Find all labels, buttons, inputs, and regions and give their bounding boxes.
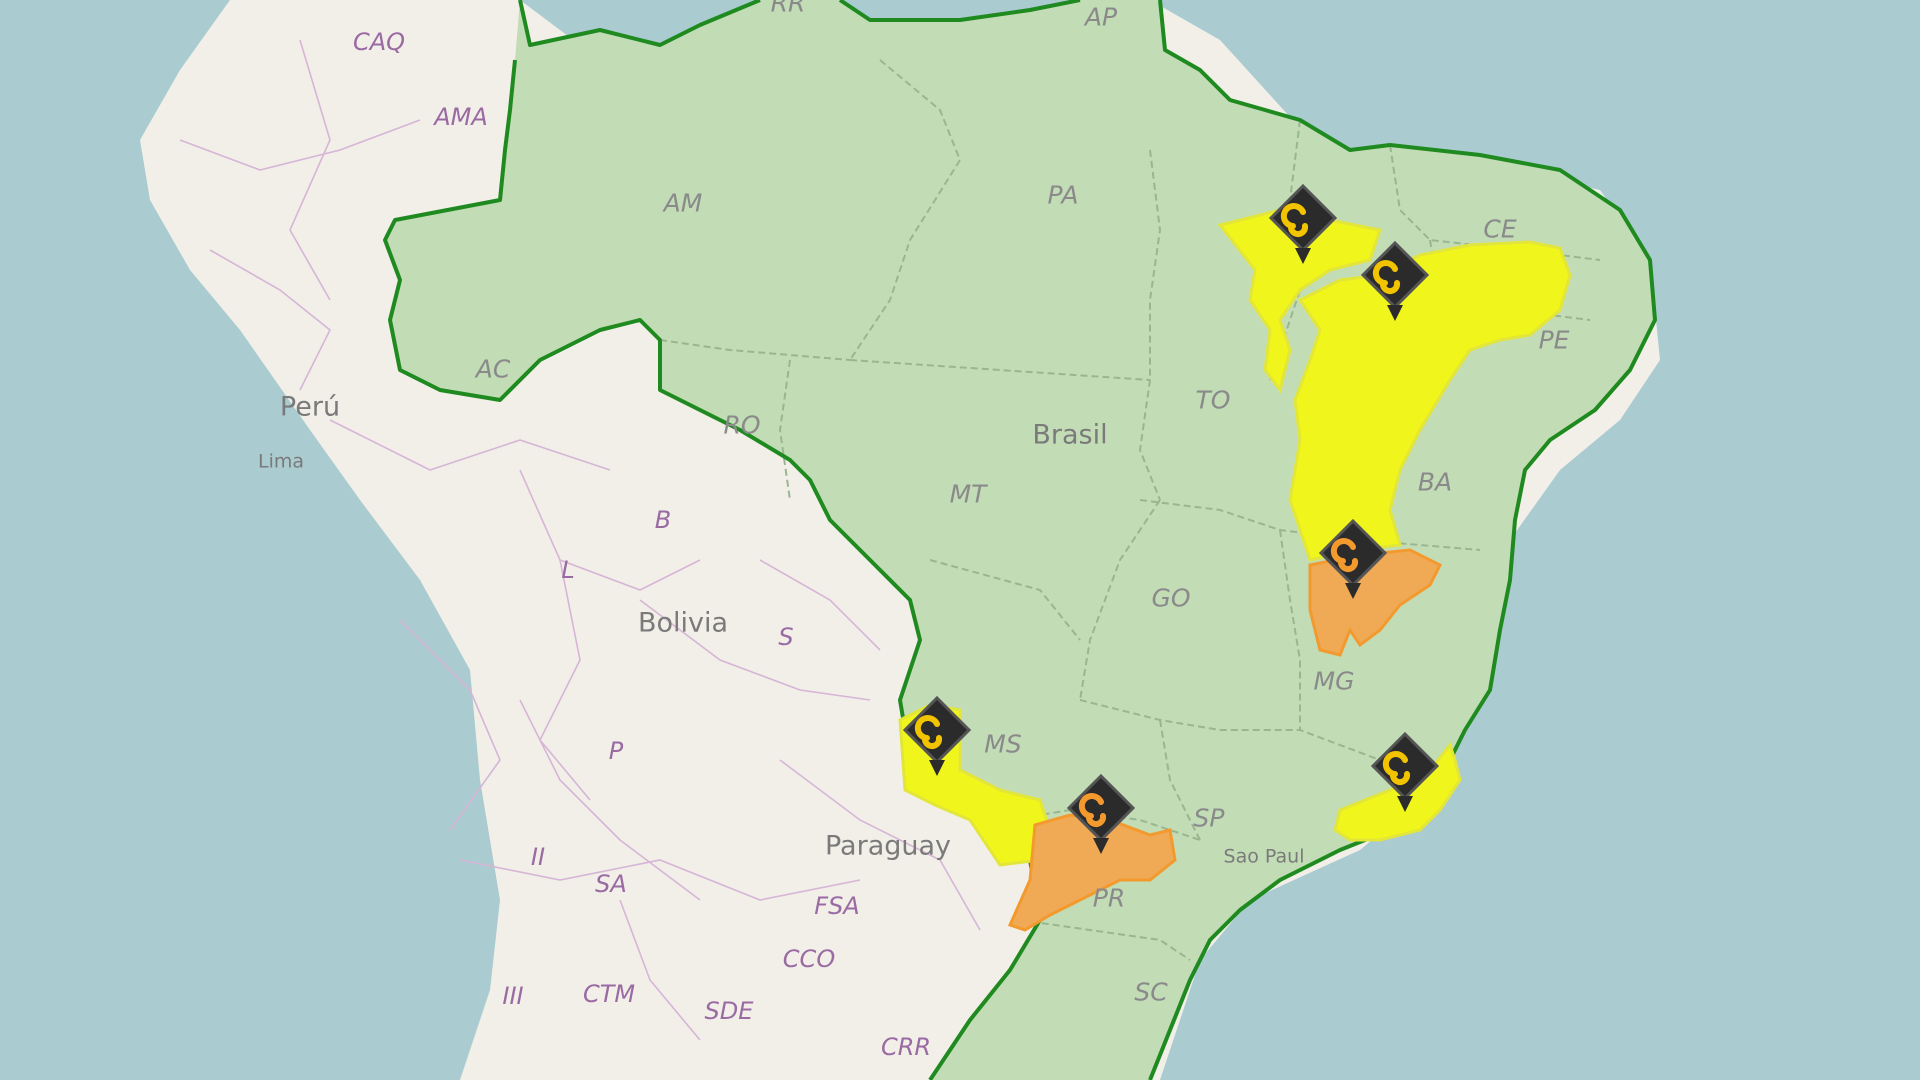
label-state-pr: PR xyxy=(1092,883,1126,913)
alert-marker-2[interactable] xyxy=(1360,240,1430,321)
alert-marker-1[interactable] xyxy=(1268,183,1338,264)
storm-icon xyxy=(1372,260,1401,295)
label-region-ii: II xyxy=(530,843,546,871)
label-region-cco: CCO xyxy=(782,945,836,973)
label-region-s: S xyxy=(778,623,794,651)
label-region-l: L xyxy=(561,556,575,584)
storm-icon xyxy=(1382,751,1411,786)
label-region-caq: CAQ xyxy=(352,28,406,56)
label-bolivia: Bolivia xyxy=(637,607,729,639)
storm-icon xyxy=(1078,793,1107,828)
alert-marker-3[interactable] xyxy=(1318,518,1388,599)
label-state-am: AM xyxy=(663,188,703,218)
storm-icon xyxy=(1330,538,1359,573)
label-state-mt: MT xyxy=(949,479,987,509)
label-state-go: GO xyxy=(1151,583,1191,613)
label-state-ro: RO xyxy=(723,410,761,440)
label-state-ap: AP xyxy=(1084,2,1118,32)
label-region-b: B xyxy=(654,506,672,534)
label-state-pa: PA xyxy=(1047,180,1079,210)
label-region-iii: III xyxy=(502,982,524,1010)
alert-markers xyxy=(902,183,1440,854)
label-paraguay: Paraguay xyxy=(824,830,952,862)
label-region-crr: CRR xyxy=(880,1033,932,1061)
label-sao-paulo: Sao Paul xyxy=(1223,845,1305,868)
alert-marker-6[interactable] xyxy=(1370,731,1440,812)
neighbor-admin-borders xyxy=(179,39,981,1041)
label-state-ba: BA xyxy=(1417,467,1453,497)
label-state-ce: CE xyxy=(1483,214,1517,244)
label-state-ms: MS xyxy=(984,729,1022,759)
label-region-fsa: FSA xyxy=(814,892,860,920)
storm-icon xyxy=(914,715,943,750)
label-state-mg: MG xyxy=(1313,666,1355,696)
alert-area-yellow-maranhao[interactable] xyxy=(1217,208,1382,394)
label-state-sc: SC xyxy=(1134,977,1168,1007)
storm-icon xyxy=(1280,203,1309,238)
label-state-ac: AC xyxy=(475,354,511,384)
label-state-sp: SP xyxy=(1193,803,1225,833)
brazil-border xyxy=(383,0,1657,1080)
label-state-rr: RR xyxy=(770,0,806,18)
label-state-to: TO xyxy=(1195,385,1231,415)
label-brasil: Brasil xyxy=(1032,419,1108,451)
label-region-p: P xyxy=(608,737,624,765)
label-peru: Perú xyxy=(279,391,341,423)
label-region-ctm: CTM xyxy=(582,980,636,1008)
label-region-sde: SDE xyxy=(704,997,754,1025)
alert-area-yellow-piaui-bahia[interactable] xyxy=(1288,240,1572,562)
label-state-pe: PE xyxy=(1538,325,1570,355)
brazil-territory xyxy=(385,0,1655,1080)
alert-marker-4[interactable] xyxy=(902,695,972,776)
label-region-sa: SA xyxy=(595,870,627,898)
alert-marker-5[interactable] xyxy=(1066,773,1136,854)
label-lima: Lima xyxy=(257,450,305,473)
label-region-ama: AMA xyxy=(434,103,488,131)
